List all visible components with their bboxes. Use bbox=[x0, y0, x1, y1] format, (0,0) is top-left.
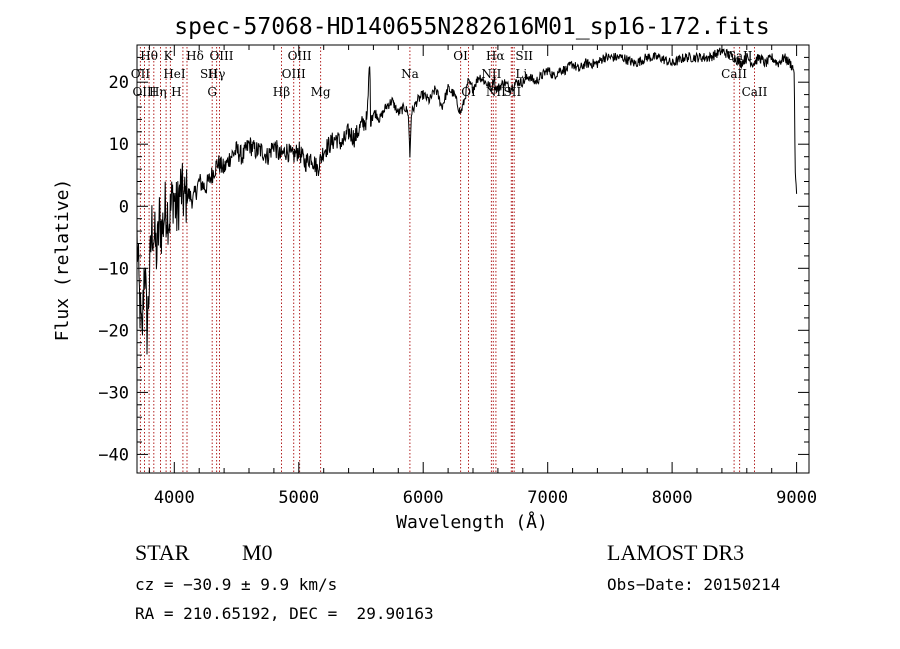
y-tick-label: −20 bbox=[98, 321, 129, 341]
survey-name: LAMOST DR3 bbox=[607, 540, 745, 565]
line-label-OIII: OIII bbox=[132, 85, 156, 99]
y-tick-label: 0 bbox=[119, 197, 129, 217]
line-label-SII: SII bbox=[504, 85, 522, 99]
line-label-Li: Li bbox=[515, 67, 527, 81]
line-label-OII: OII bbox=[131, 67, 151, 81]
line-label-K: K bbox=[164, 49, 174, 63]
line-label-Hβ: Hβ bbox=[273, 85, 290, 99]
line-label-SII: SII bbox=[515, 49, 533, 63]
line-label-OI: OI bbox=[453, 49, 468, 63]
x-tick-label: 5000 bbox=[278, 488, 319, 508]
x-axis-label: Wavelength (Å) bbox=[396, 511, 548, 533]
line-label-Na: Na bbox=[401, 67, 419, 81]
line-label-OIII: OIII bbox=[209, 49, 233, 63]
spectrum-figure: spec-57068-HD140655N282616M01_sp16-172.f… bbox=[52, 14, 817, 533]
line-label-SII: SII bbox=[200, 67, 218, 81]
obs-date: Obs−Date: 20150214 bbox=[607, 575, 781, 594]
line-label-Hθ: Hθ bbox=[140, 49, 158, 63]
x-tick-label: 4000 bbox=[154, 488, 195, 508]
line-label-OIII: OIII bbox=[282, 67, 306, 81]
y-axis: −40 −30 −20 −10 0 10 20 bbox=[98, 56, 809, 465]
coordinates: RA = 210.65192, DEC = 29.90163 bbox=[135, 604, 434, 623]
x-tick-label: 8000 bbox=[652, 488, 693, 508]
line-label-G: G bbox=[207, 85, 217, 99]
line-label-HeI: HeI bbox=[163, 67, 186, 81]
line-label-CaII: CaII bbox=[721, 67, 747, 81]
line-label-Hγ: Hγ bbox=[208, 67, 226, 81]
spectrum-line bbox=[136, 47, 798, 355]
x-tick-label: 7000 bbox=[527, 488, 568, 508]
y-axis-label: Flux (relative) bbox=[52, 179, 73, 342]
y-tick-label: 20 bbox=[109, 73, 129, 93]
emission-line-markers bbox=[139, 47, 755, 473]
line-label-Hδ: Hδ bbox=[186, 49, 204, 63]
y-tick-label: −10 bbox=[98, 259, 129, 279]
x-axis: 4000 5000 6000 7000 8000 9000 bbox=[148, 45, 817, 508]
line-label-NII: NII bbox=[481, 67, 501, 81]
redshift-cz: cz = −30.9 ± 9.9 km/s bbox=[135, 575, 338, 594]
y-tick-label: 10 bbox=[109, 135, 129, 155]
plot-frame bbox=[136, 44, 810, 474]
object-class: STAR bbox=[135, 540, 190, 565]
line-label-CaII: CaII bbox=[742, 85, 768, 99]
y-tick-label: −40 bbox=[98, 445, 129, 465]
line-label-Mg: Mg bbox=[311, 85, 331, 99]
y-tick-label: −30 bbox=[98, 383, 129, 403]
line-label-H: H bbox=[171, 85, 181, 99]
object-subclass: M0 bbox=[242, 540, 273, 565]
x-tick-label: 6000 bbox=[403, 488, 444, 508]
line-label-OIII: OIII bbox=[288, 49, 312, 63]
x-tick-label: 9000 bbox=[776, 488, 817, 508]
chart-title: spec-57068-HD140655N282616M01_sp16-172.f… bbox=[174, 14, 769, 40]
line-label-Hα: Hα bbox=[486, 49, 505, 63]
line-label-Hη: Hη bbox=[149, 85, 167, 99]
